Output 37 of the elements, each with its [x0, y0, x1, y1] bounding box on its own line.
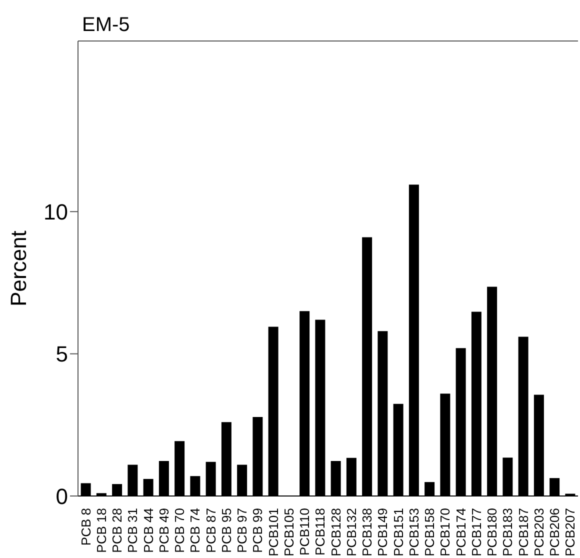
x-tick-label: PCB 97 — [234, 508, 250, 553]
x-tick-label: PCB118 — [312, 508, 328, 556]
x-tick-label: PCB158 — [422, 508, 438, 556]
x-tick-label: PCB187 — [516, 508, 531, 556]
x-tick-label: PCB207 — [562, 508, 578, 556]
y-axis-title: Percent — [6, 230, 31, 306]
x-tick-label: PCB203 — [531, 508, 546, 556]
x-tick-label: PCB 99 — [250, 508, 266, 553]
x-tick-label: PCB110 — [297, 508, 312, 556]
x-tick-label: PCB138 — [360, 508, 375, 556]
x-tick-label: PCB170 — [438, 508, 453, 556]
x-tick-label: PCB101 — [266, 508, 281, 556]
x-tick-label: PCB180 — [484, 508, 500, 556]
x-tick-label: PCB105 — [281, 508, 296, 556]
y-tick-label: 0 — [56, 484, 68, 509]
x-tick-label: PCB151 — [390, 508, 406, 556]
x-tick-label: PCB206 — [547, 508, 562, 556]
x-tick-label: PCB174 — [453, 508, 468, 556]
x-tick-label: PCB183 — [500, 508, 516, 556]
x-tick-label: PCB177 — [468, 508, 484, 556]
x-tick-label: PCB 44 — [140, 508, 156, 553]
x-tick-label: PCB 87 — [203, 508, 218, 553]
x-tick-label: PCB 18 — [94, 508, 109, 553]
x-tick-label: PCB 74 — [188, 508, 203, 553]
x-tick-label: PCB 28 — [110, 508, 125, 553]
chart-title: EM-5 — [82, 14, 130, 37]
y-tick-label: 5 — [56, 342, 68, 367]
x-tick-label: PCB 8 — [78, 508, 94, 546]
x-tick-label: PCB132 — [344, 508, 359, 556]
x-tick-label: PCB 49 — [156, 508, 172, 553]
x-tick-label: PCB 31 — [125, 508, 140, 553]
x-tick-label: PCB 95 — [218, 508, 234, 553]
x-tick-label: PCB153 — [406, 508, 422, 556]
x-tick-label: PCB128 — [328, 508, 344, 556]
y-tick-label: 10 — [44, 199, 68, 224]
x-tick-label: PCB149 — [375, 508, 390, 556]
x-tick-label: PCB 70 — [172, 508, 188, 553]
